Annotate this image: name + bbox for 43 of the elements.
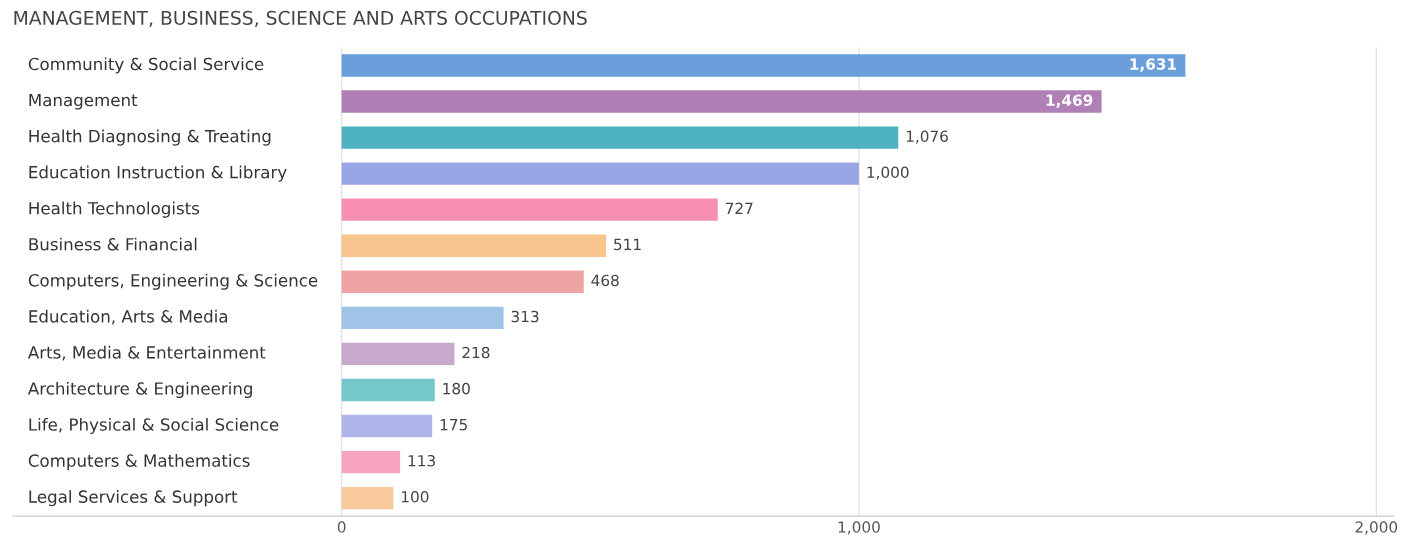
y-tick-label: Education, Arts & Media [29, 309, 228, 325]
data-label: 1,469 [1046, 94, 1093, 108]
y-tick-label: Management [29, 93, 138, 110]
x-tick-label: 2,000 [1355, 521, 1398, 535]
bar [341, 270, 584, 293]
data-label: 218 [462, 346, 490, 359]
bar [341, 54, 1186, 77]
y-tick-label: Legal Services & Support [29, 490, 238, 507]
y-tick-label: Business & Financial [29, 237, 197, 251]
bar [341, 90, 1102, 113]
y-tick-label: Life, Physical & Social Science [29, 417, 279, 435]
bar [341, 342, 455, 366]
y-tick-label: Education Instruction & Library [29, 165, 287, 182]
data-label: 468 [591, 274, 619, 287]
bar [341, 378, 435, 402]
data-label: 113 [408, 454, 435, 467]
bar [341, 126, 899, 149]
data-label: 511 [614, 238, 641, 251]
y-tick-label: Computers, Engineering & Science [28, 273, 318, 290]
bar [341, 414, 433, 438]
data-label: 1,076 [906, 130, 948, 144]
bar [341, 162, 859, 185]
data-label: 313 [511, 310, 539, 323]
data-label: 1,000 [867, 166, 909, 180]
y-tick-label: Health Technologists [29, 201, 200, 218]
y-tick-label: Community & Social Service [28, 57, 264, 74]
data-label: 1,631 [1130, 58, 1177, 72]
bar [341, 234, 606, 257]
data-label: 175 [440, 419, 467, 431]
x-tick-label: 0 [337, 521, 346, 533]
bar [341, 450, 401, 474]
bar [341, 198, 718, 221]
y-tick-label: Health Diagnosing & Treating [29, 129, 271, 146]
bar [341, 486, 394, 510]
data-label: 180 [443, 382, 470, 395]
data-label: 727 [725, 202, 753, 214]
bar [341, 306, 504, 330]
chart-title: MANAGEMENT, BUSINESS, SCIENCE AND ARTS OCCUPATIONS [14, 10, 587, 27]
y-tick-label: Arts, Media & Entertainment [27, 345, 266, 361]
data-label: 100 [401, 491, 429, 503]
y-tick-label: Architecture & Engineering [27, 381, 252, 399]
y-tick-label: Computers & Mathematics [28, 454, 250, 471]
x-tick-label: 1,000 [838, 521, 880, 535]
